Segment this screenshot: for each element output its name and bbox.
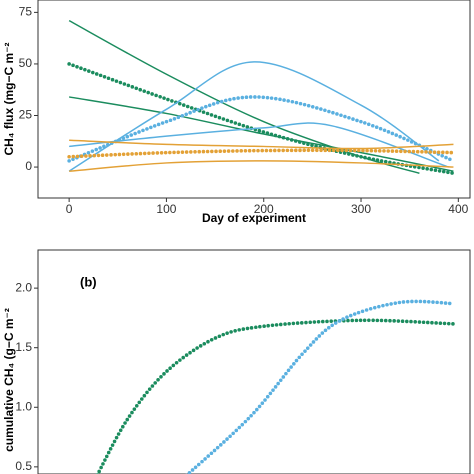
y-tick-label: 0 xyxy=(25,159,32,173)
x-tick-label: 400 xyxy=(448,202,468,216)
y-tick-label: 75 xyxy=(19,5,33,19)
plot-area xyxy=(67,19,456,176)
plot-frame xyxy=(37,0,471,199)
line xyxy=(69,139,454,150)
y-tick-label: 1.5 xyxy=(15,340,32,354)
y-axis-title: CH₄ flux (mg−C m⁻² xyxy=(2,42,16,155)
x-tick-label: 100 xyxy=(156,202,176,216)
x-tick-label: 300 xyxy=(351,202,371,216)
plot-frame xyxy=(37,249,471,474)
dotted-line xyxy=(95,318,456,474)
dotted-line xyxy=(67,62,456,176)
y-tick-label: 25 xyxy=(19,108,33,122)
x-tick-label: 200 xyxy=(254,202,274,216)
y-tick-label: 50 xyxy=(19,56,33,70)
x-axis-title: Day of experiment xyxy=(202,211,306,225)
dotted-line xyxy=(67,148,456,159)
line xyxy=(69,96,454,172)
y-tick-label: 1.0 xyxy=(15,399,32,413)
y-axis-title: cumulative CH₄ (g−C m⁻² xyxy=(2,308,16,452)
line xyxy=(69,122,449,168)
dotted-line xyxy=(67,95,456,163)
line xyxy=(69,160,454,172)
line xyxy=(68,61,440,172)
plot-area xyxy=(95,299,456,474)
panel-label: (b) xyxy=(80,274,97,289)
dotted-line xyxy=(185,299,456,474)
x-tick-label: 0 xyxy=(66,202,73,216)
y-tick-label: 2.0 xyxy=(15,280,32,294)
y-tick-label: 0.5 xyxy=(15,459,32,473)
